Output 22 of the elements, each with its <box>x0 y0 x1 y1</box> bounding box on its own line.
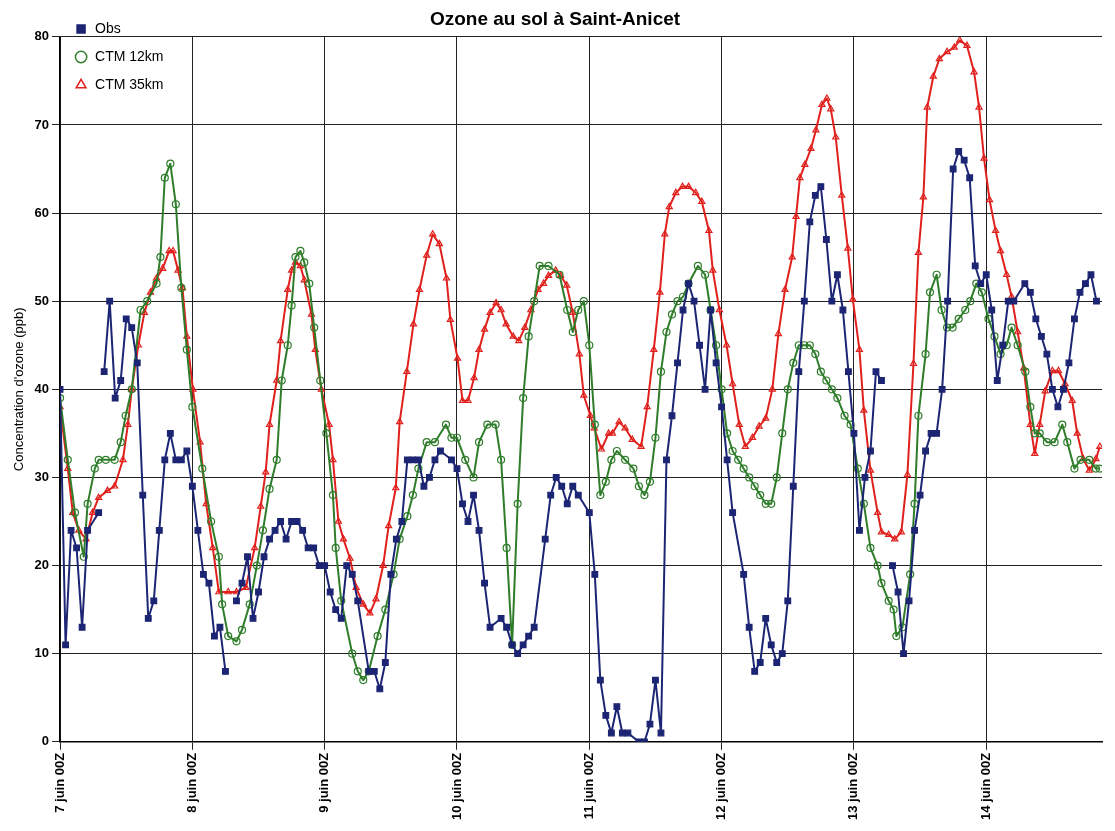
x-tick-label: 7 juin 00Z <box>51 752 67 813</box>
x-tick-label: 12 juin 00Z <box>713 752 729 821</box>
y-tick-label: 50 <box>34 292 50 308</box>
x-tick-label: 14 juin 00Z <box>977 752 993 821</box>
legend-label: CTM 12km <box>95 47 164 64</box>
x-tick-label: 10 juin 00Z <box>448 752 464 821</box>
chart-title: Ozone au sol à Saint-Anicet <box>429 7 681 29</box>
y-tick-label: 0 <box>41 733 50 749</box>
y-tick-label: 30 <box>34 469 50 485</box>
legend-label: CTM 35km <box>95 75 164 92</box>
y-tick-label: 60 <box>34 204 50 220</box>
y-tick-label: 40 <box>34 380 50 396</box>
y-tick-label: 70 <box>34 116 50 132</box>
y-tick-label: 20 <box>34 557 50 573</box>
x-tick-label: 9 juin 00Z <box>316 752 332 813</box>
x-tick-label: 11 juin 00Z <box>580 752 596 820</box>
y-axis-title: Concentration d'ozone (ppb) <box>11 307 27 472</box>
x-tick-label: 13 juin 00Z <box>845 752 861 821</box>
y-tick-label: 80 <box>34 28 50 44</box>
x-tick-label: 8 juin 00Z <box>183 752 199 813</box>
y-tick-label: 10 <box>34 645 50 661</box>
legend-label: Obs <box>95 19 121 36</box>
